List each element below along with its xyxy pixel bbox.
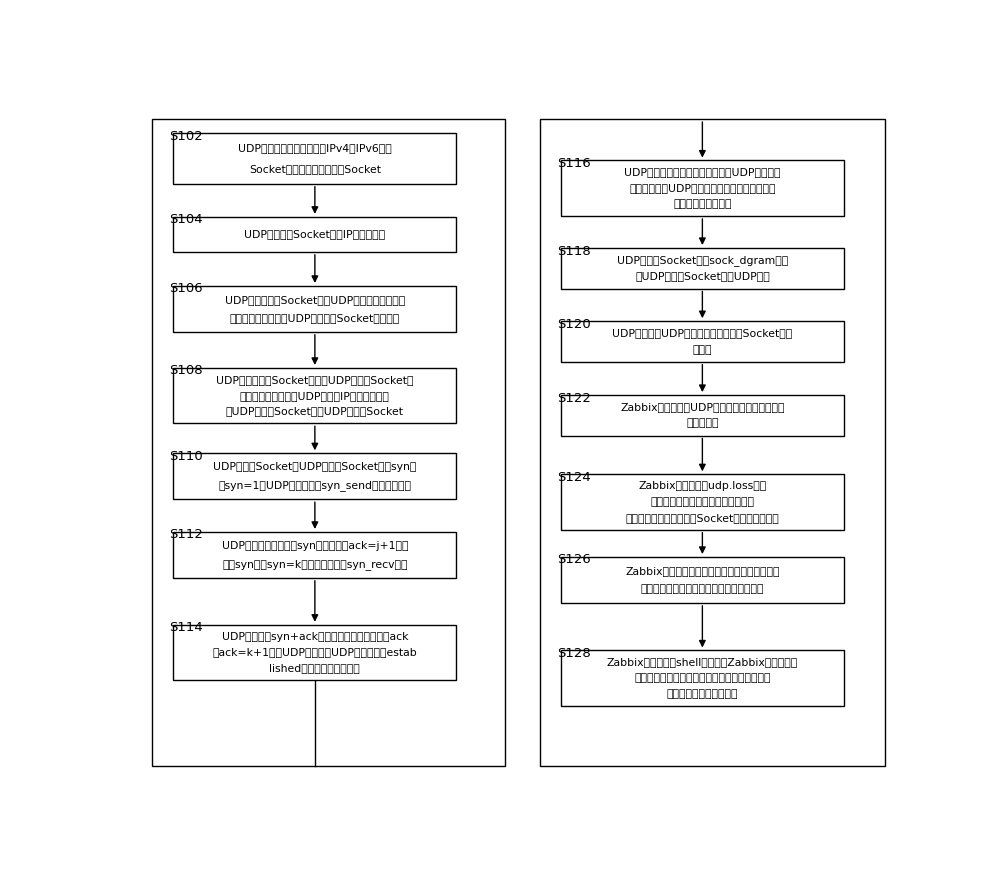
Text: UDP服务端为Socket绑定IP地址和端口: UDP服务端为Socket绑定IP地址和端口 bbox=[244, 230, 385, 239]
Text: lished状态，完成三次握手: lished状态，完成三次握手 bbox=[270, 664, 360, 673]
Text: 端返回连接地址信息: 端返回连接地址信息 bbox=[673, 199, 732, 209]
Text: UDP服务端启动Socket监听UDP客户端的端口号请: UDP服务端启动Socket监听UDP客户端的端口号请 bbox=[225, 295, 405, 304]
Text: ，syn=1，UDP客户端进入syn_send状态等待确认: ，syn=1，UDP客户端进入syn_send状态等待确认 bbox=[218, 480, 411, 491]
Text: UDP客户端Socket向UDP服务端Socket发送syn包: UDP客户端Socket向UDP服务端Socket发送syn包 bbox=[213, 462, 417, 472]
Text: 的网络触发信息，网络触发信息满足告警触发条: 的网络触发信息，网络触发信息满足告警触发条 bbox=[634, 673, 771, 683]
Text: S128: S128 bbox=[557, 647, 591, 660]
Text: S114: S114 bbox=[170, 621, 203, 634]
Bar bbox=[173, 532, 456, 578]
Bar bbox=[173, 286, 456, 332]
Bar bbox=[173, 216, 456, 252]
Bar bbox=[173, 625, 456, 680]
Bar bbox=[561, 160, 844, 216]
Text: S112: S112 bbox=[170, 528, 203, 541]
Text: Zabbix服务端配置UDP链路监控的监控项信息和: Zabbix服务端配置UDP链路监控的监控项信息和 bbox=[620, 402, 785, 412]
Text: S126: S126 bbox=[557, 554, 591, 567]
Text: 发送syn包（syn=k），服务端进入syn_recv状态: 发送syn包（syn=k），服务端进入syn_recv状态 bbox=[222, 559, 408, 569]
Text: 报据该网络状态信息汇总得到网络触发信息: 报据该网络状态信息汇总得到网络触发信息 bbox=[641, 584, 764, 594]
Text: S108: S108 bbox=[170, 364, 203, 378]
Bar bbox=[561, 650, 844, 706]
Bar bbox=[561, 474, 844, 530]
Text: 键值和传参主机参数，根据函数键值: 键值和传参主机参数，根据函数键值 bbox=[650, 497, 754, 507]
Text: S124: S124 bbox=[557, 471, 591, 484]
Text: S104: S104 bbox=[170, 213, 203, 226]
Text: Zabbix客户端调取udp.loss函数: Zabbix客户端调取udp.loss函数 bbox=[638, 481, 767, 491]
Text: 触发器信息: 触发器信息 bbox=[686, 418, 719, 429]
Text: 和传参主机名称参数调取Socket的网络状态信息: 和传参主机名称参数调取Socket的网络状态信息 bbox=[626, 513, 779, 523]
Text: UDP客户端创建Socket，判断UDP客户端Socket是: UDP客户端创建Socket，判断UDP客户端Socket是 bbox=[216, 375, 414, 385]
Text: UDP客户端和UDP服务端实时记录各自Socket的通: UDP客户端和UDP服务端实时记录各自Socket的通 bbox=[612, 328, 792, 338]
Text: Zabbix客户端默认每秒调取一次网络状态信息，: Zabbix客户端默认每秒调取一次网络状态信息， bbox=[625, 566, 780, 576]
Bar bbox=[561, 321, 844, 362]
Text: S122: S122 bbox=[557, 392, 591, 405]
Text: S116: S116 bbox=[557, 158, 591, 170]
Text: S102: S102 bbox=[170, 129, 203, 143]
Text: UDP服务端接收客户端syn包，确认（ack=j+1），: UDP服务端接收客户端syn包，确认（ack=j+1）， bbox=[222, 540, 408, 551]
Text: S106: S106 bbox=[170, 282, 203, 296]
Text: UDP客户端Socket使用sock_dgram类型: UDP客户端Socket使用sock_dgram类型 bbox=[617, 254, 788, 266]
Bar bbox=[561, 395, 844, 436]
Bar bbox=[540, 119, 885, 766]
Text: 信状态: 信状态 bbox=[693, 345, 712, 355]
Text: （ack=k+1），UDP客户端和UDP服务端进入estab: （ack=k+1），UDP客户端和UDP服务端进入estab bbox=[212, 648, 417, 657]
Text: 使UDP客户端Socket连接UDP服务端Socket: 使UDP客户端Socket连接UDP服务端Socket bbox=[226, 407, 404, 416]
Text: 件，会主到触发告警机制: 件，会主到触发告警机制 bbox=[667, 689, 738, 699]
Text: S120: S120 bbox=[557, 318, 591, 331]
Text: 求，接收连接请求，UDP服务端的Socket未被打开: 求，接收连接请求，UDP服务端的Socket未被打开 bbox=[230, 313, 400, 323]
Text: UDP客户端收syn+ack包，向服务端发送确认包ack: UDP客户端收syn+ack包，向服务端发送确认包ack bbox=[222, 632, 408, 642]
Bar bbox=[561, 248, 844, 289]
Bar bbox=[561, 557, 844, 603]
Bar bbox=[173, 453, 456, 499]
Text: 动打开，接收UDP客户端的连接请求，直到客户: 动打开，接收UDP客户端的连接请求，直到客户 bbox=[629, 183, 776, 194]
Text: 否需要多进程，根据UDP服务端IP地址和端口号: 否需要多进程，根据UDP服务端IP地址和端口号 bbox=[240, 391, 390, 400]
Text: S110: S110 bbox=[170, 450, 203, 463]
Text: 向UDP服务端Socket发送UDP报文: 向UDP服务端Socket发送UDP报文 bbox=[635, 271, 770, 282]
Text: UDP服务端根据地址类型（IPv4，IPv6）、: UDP服务端根据地址类型（IPv4，IPv6）、 bbox=[238, 143, 392, 153]
Text: Socket类型、协议类型创建Socket: Socket类型、协议类型创建Socket bbox=[249, 164, 381, 173]
Text: UDP服务端接收客户端连接请求，UDP服务端被: UDP服务端接收客户端连接请求，UDP服务端被 bbox=[624, 167, 781, 178]
Bar bbox=[173, 368, 456, 423]
Bar bbox=[152, 119, 505, 766]
Bar bbox=[173, 133, 456, 184]
Text: Zabbix服务端通过shell脚本调取Zabbix客户端得到: Zabbix服务端通过shell脚本调取Zabbix客户端得到 bbox=[607, 657, 798, 667]
Text: S118: S118 bbox=[557, 245, 591, 258]
